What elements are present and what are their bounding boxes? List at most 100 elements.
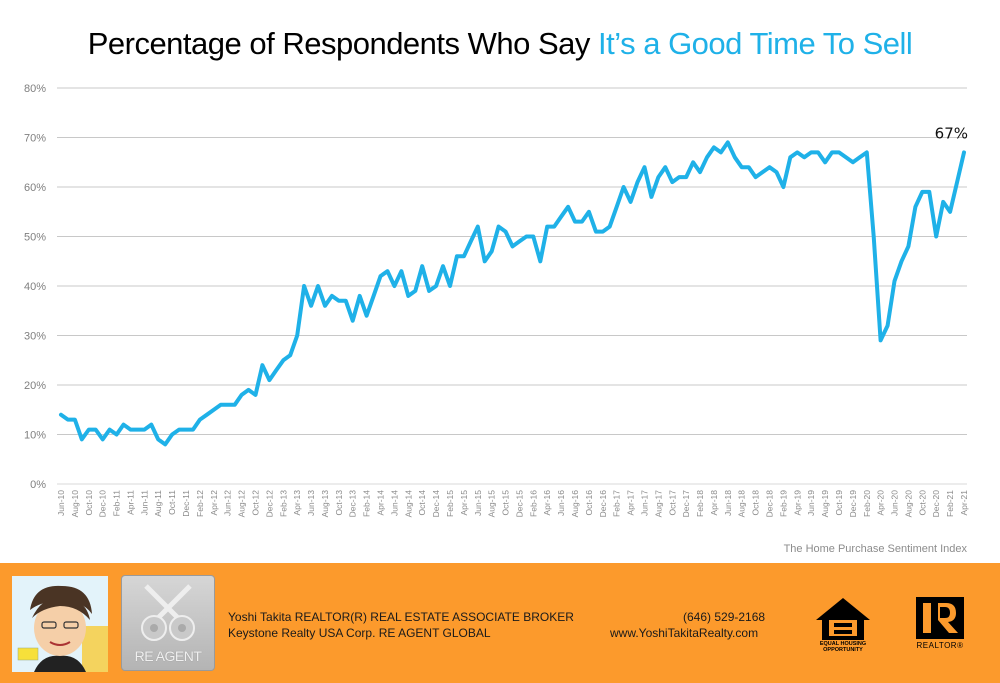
x-tick-label: Feb-20 [862,490,872,517]
x-tick-label: Apr-18 [709,490,719,516]
x-tick-label: Dec-15 [514,490,524,518]
equal-housing-house-icon [816,598,870,640]
x-tick-label: Dec-16 [598,490,608,518]
x-tick-label: Jun-16 [556,490,566,516]
y-tick-label: 10% [24,430,46,442]
series-layer [59,140,966,447]
x-tick-label: Apr-21 [959,490,969,516]
x-tick-label: Dec-18 [765,490,775,518]
y-tick-label: 60% [24,182,46,194]
y-tick-label: 20% [24,380,46,392]
x-tick-label: Jun-18 [723,490,733,516]
x-tick-label: Oct-13 [334,490,344,516]
x-tick-label: Oct-10 [84,490,94,516]
x-tick-label: Aug-14 [403,490,413,518]
x-tick-label: Jun-14 [389,490,399,516]
equal-housing-logo: EQUAL HOUSING OPPORTUNITY [812,596,874,653]
x-tick-label: Oct-18 [751,490,761,516]
website-link[interactable]: www.YoshiTakitaRealty.com [610,626,759,640]
y-tick-label: 80% [24,83,46,95]
title-prefix: Percentage of Respondents Who Say [87,26,591,61]
x-tick-label: Feb-11 [112,490,122,517]
x-tick-label: Dec-10 [98,490,108,518]
x-tick-label: Oct-16 [584,490,594,516]
x-tick-label: Jun-17 [639,490,649,516]
x-tick-label: Jun-10 [56,490,66,516]
phone-number[interactable]: (646) 529-2168 [683,610,766,624]
x-tick-label: Feb-12 [195,490,205,517]
x-tick-label: Aug-12 [237,490,247,518]
annotations: 67% [935,124,968,142]
x-tick-label: Feb-21 [945,490,955,517]
gridlines [57,87,967,485]
x-tick-label: Oct-12 [250,490,260,516]
realtor-logo-text: REALTOR® [916,641,964,650]
re-agent-logo: RE AGENT [121,575,215,671]
crossed-keys-icon [141,584,195,641]
equal-housing-text: EQUAL HOUSING OPPORTUNITY [819,641,867,653]
title-highlight: It’s a Good Time To Sell [598,26,913,61]
x-tick-label: Aug-20 [903,490,913,518]
x-tick-label: Dec-11 [181,490,191,517]
x-tick-label: Feb-13 [278,490,288,517]
x-tick-label: Oct-14 [417,490,427,516]
x-tick-label: Feb-18 [695,490,705,517]
x-tick-label: Jun-13 [306,490,316,516]
x-axis-ticks: Jun-10 Aug-10 Oct-10 Dec-10 Feb-11 Apr-11 Jun-… [56,490,969,518]
x-tick-label: Feb-14 [362,490,372,517]
x-tick-label: Dec-17 [681,490,691,518]
x-tick-label: Apr-17 [626,490,636,516]
x-tick-label: Aug-18 [737,490,747,518]
x-tick-label: Apr-19 [792,490,802,516]
x-tick-label: Apr-16 [542,490,552,516]
x-tick-label: Aug-13 [320,490,330,518]
x-tick-label: Apr-20 [876,490,886,516]
line-chart: 0% 10% 20% 30% 40% 50% 60% 70% 80% Jun-10 Aug-10 O… [24,83,969,518]
x-tick-label: Oct-19 [834,490,844,516]
y-tick-label: 0% [30,479,46,491]
x-tick-label: Oct-11 [167,490,177,515]
x-tick-label: Dec-19 [848,490,858,518]
series-line [59,140,966,447]
x-tick-label: Oct-17 [667,490,677,516]
x-tick-label: Aug-16 [570,490,580,518]
x-tick-label: Dec-14 [431,490,441,518]
x-tick-label: Aug-10 [70,490,80,518]
x-tick-label: Feb-16 [528,490,538,517]
agent-caricature-photo [12,576,108,672]
end-value-label: 67% [935,124,968,142]
x-tick-label: Dec-12 [264,490,274,518]
y-tick-label: 70% [24,133,46,145]
x-tick-label: Aug-17 [653,490,663,518]
x-tick-label: Apr-14 [376,490,386,516]
x-tick-label: Apr-11 [125,490,135,515]
y-tick-label: 50% [24,232,46,244]
y-tick-label: 30% [24,331,46,343]
x-tick-label: Aug-15 [487,490,497,518]
footer-banner: RE AGENT Yoshi Takita REALTOR(R) REAL ES… [0,563,1000,683]
x-tick-label: Aug-19 [820,490,830,518]
x-tick-label: Apr-12 [209,490,219,516]
realtor-logo: REALTOR® [914,596,966,652]
source-label: The Home Purchase Sentiment Index [783,543,967,555]
x-tick-label: Jun-19 [806,490,816,516]
x-tick-label: Jun-15 [473,490,483,516]
x-tick-label: Apr-15 [459,490,469,516]
x-tick-label: Oct-20 [917,490,927,516]
x-tick-label: Dec-20 [931,490,941,518]
x-tick-label: Feb-19 [778,490,788,517]
x-tick-label: Jun-20 [890,490,900,516]
re-agent-logo-text: RE AGENT [134,648,202,664]
realtor-r-icon [916,597,964,639]
x-tick-label: Aug-11 [153,490,163,517]
y-tick-label: 40% [24,281,46,293]
x-tick-label: Jun-12 [223,490,233,516]
company-line: Keystone Realty USA Corp. RE AGENT GLOBA… [228,626,491,640]
caricature-illustration [12,576,108,672]
x-tick-label: Jun-11 [139,490,149,516]
agent-name-line: Yoshi Takita REALTOR(R) REAL ESTATE ASSO… [228,610,574,624]
x-tick-label: Oct-15 [501,490,511,516]
x-tick-label: Feb-17 [612,490,622,517]
x-tick-label: Dec-13 [348,490,358,518]
x-tick-label: Apr-13 [292,490,302,516]
